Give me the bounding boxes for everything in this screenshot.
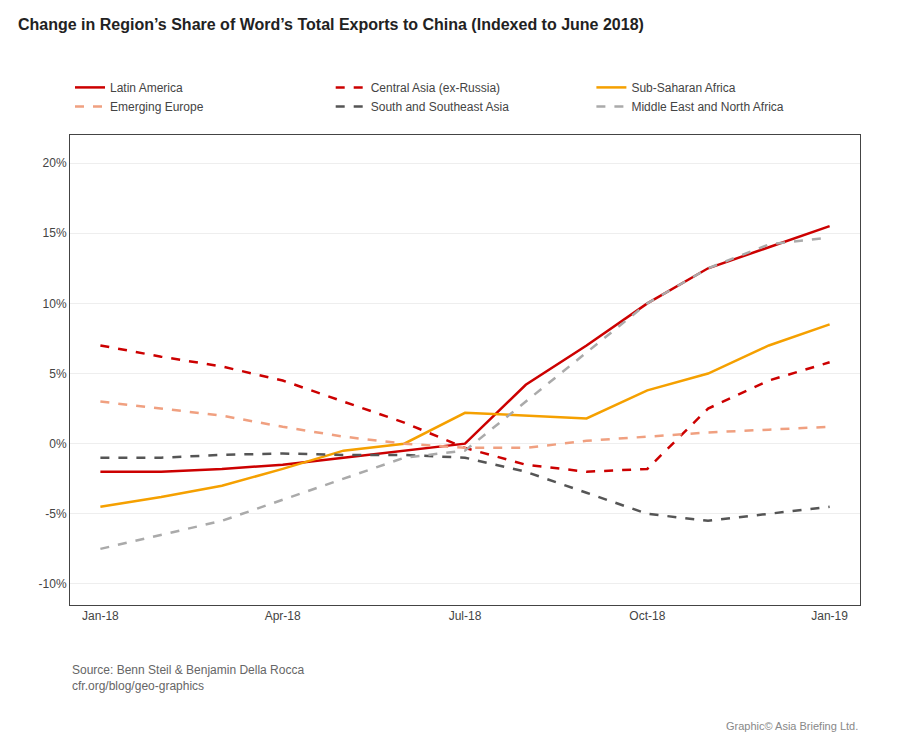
svg-text:Middle East and North Africa: Middle East and North Africa [631, 100, 783, 114]
svg-text:Latin America: Latin America [110, 81, 183, 95]
svg-text:Central Asia (ex-Russia): Central Asia (ex-Russia) [371, 81, 500, 95]
svg-text:5%: 5% [49, 367, 67, 381]
svg-text:0%: 0% [49, 437, 67, 451]
svg-text:Source: Benn Steil & Benjamin: Source: Benn Steil & Benjamin Della Rocc… [72, 663, 304, 693]
svg-text:Jul-18: Jul-18 [449, 609, 482, 623]
svg-text:South and Southeast Asia: South and Southeast Asia [371, 100, 509, 114]
svg-text:Change in Region’s Share of Wo: Change in Region’s Share of Word’s Total… [18, 16, 644, 33]
svg-text:Sub-Saharan Africa: Sub-Saharan Africa [631, 81, 735, 95]
svg-text:-5%: -5% [45, 507, 67, 521]
svg-text:10%: 10% [43, 297, 67, 311]
svg-text:-10%: -10% [39, 577, 67, 591]
svg-text:Jan-19: Jan-19 [811, 609, 848, 623]
svg-text:Jan-18: Jan-18 [82, 609, 119, 623]
svg-text:Apr-18: Apr-18 [265, 609, 301, 623]
svg-text:Oct-18: Oct-18 [629, 609, 665, 623]
svg-text:20%: 20% [43, 156, 67, 170]
svg-text:Graphic© Asia Briefing Ltd.: Graphic© Asia Briefing Ltd. [726, 720, 858, 732]
svg-text:15%: 15% [43, 226, 67, 240]
svg-text:Emerging Europe: Emerging Europe [110, 100, 204, 114]
